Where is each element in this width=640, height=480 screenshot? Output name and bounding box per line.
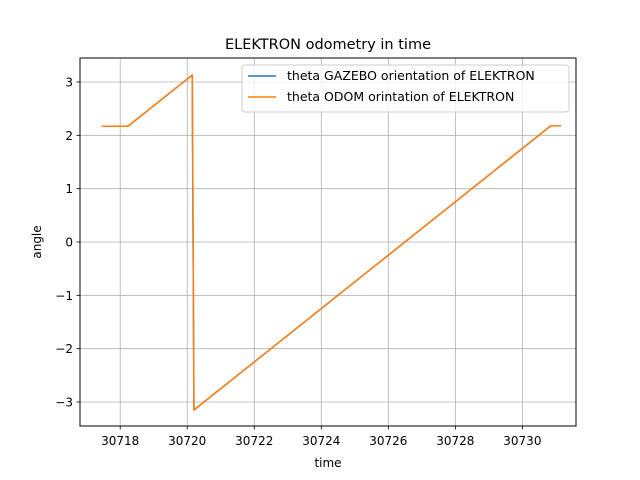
series-layer — [101, 74, 561, 411]
legend-label-odom: theta ODOM orintation of ELEKTRON — [287, 89, 514, 104]
y-tick-label: 1 — [65, 182, 73, 196]
x-tick-label: 30722 — [235, 434, 273, 448]
x-tick-label: 30730 — [503, 434, 541, 448]
y-tick-label: 3 — [65, 76, 73, 90]
x-tick-label: 30726 — [369, 434, 407, 448]
x-tick-label: 30724 — [302, 434, 340, 448]
chart-title: ELEKTRON odometry in time — [225, 37, 431, 53]
legend-label-gazebo: theta GAZEBO orientation of ELEKTRON — [287, 68, 535, 83]
x-tick-label: 30720 — [168, 434, 206, 448]
y-tick-label: 0 — [65, 236, 73, 250]
y-tick-label: −2 — [55, 342, 73, 356]
series-line-1 — [101, 74, 561, 411]
x-tick-label: 30728 — [436, 434, 474, 448]
y-tick-label: −1 — [55, 289, 73, 303]
legend: theta GAZEBO orientation of ELEKTRON the… — [241, 64, 570, 113]
y-axis-label: angle — [30, 225, 44, 258]
y-tick-label: −3 — [55, 396, 73, 410]
x-tick-label: 30718 — [101, 434, 139, 448]
x-axis-label: time — [314, 456, 341, 470]
x-axis: 30718 30720 30722 30724 30726 30728 30730 — [101, 426, 541, 448]
legend-box — [241, 64, 570, 113]
y-axis: −3 −2 −1 0 1 2 3 — [55, 76, 80, 410]
y-tick-label: 2 — [65, 129, 73, 143]
